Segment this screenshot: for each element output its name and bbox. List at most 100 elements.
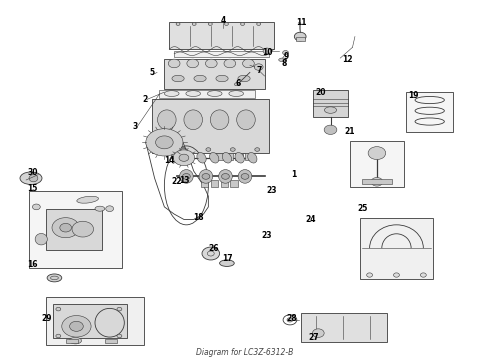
Bar xyxy=(296,37,305,41)
Circle shape xyxy=(56,334,61,338)
Ellipse shape xyxy=(210,153,219,163)
Bar xyxy=(152,99,270,153)
Text: 21: 21 xyxy=(345,127,355,136)
Ellipse shape xyxy=(207,91,222,96)
Ellipse shape xyxy=(220,260,234,266)
Bar xyxy=(362,179,392,184)
Circle shape xyxy=(254,64,263,70)
Circle shape xyxy=(117,307,122,311)
Text: 16: 16 xyxy=(27,260,38,269)
Ellipse shape xyxy=(179,170,193,183)
Circle shape xyxy=(181,148,186,151)
Ellipse shape xyxy=(184,153,194,163)
Text: 10: 10 xyxy=(262,48,272,57)
Bar xyxy=(350,140,404,187)
Text: 6: 6 xyxy=(235,79,240,88)
Circle shape xyxy=(224,59,236,68)
Ellipse shape xyxy=(77,196,98,203)
Circle shape xyxy=(221,174,229,179)
Text: 8: 8 xyxy=(281,59,287,68)
Circle shape xyxy=(263,48,271,54)
Text: 12: 12 xyxy=(343,55,353,64)
Circle shape xyxy=(157,148,162,151)
Circle shape xyxy=(52,218,79,238)
Circle shape xyxy=(313,329,324,337)
Text: 13: 13 xyxy=(179,176,189,185)
Ellipse shape xyxy=(197,153,206,163)
Circle shape xyxy=(202,174,210,179)
Circle shape xyxy=(205,59,217,68)
Circle shape xyxy=(202,247,220,260)
Bar xyxy=(29,191,122,268)
Bar xyxy=(211,180,218,187)
Text: 4: 4 xyxy=(220,16,225,25)
Bar xyxy=(53,304,127,338)
Bar xyxy=(66,339,78,343)
Bar xyxy=(201,180,208,187)
Text: 17: 17 xyxy=(222,255,233,264)
Ellipse shape xyxy=(95,206,105,211)
Circle shape xyxy=(117,334,122,338)
Bar xyxy=(105,339,117,343)
Text: 14: 14 xyxy=(164,156,174,165)
Circle shape xyxy=(208,23,212,26)
Circle shape xyxy=(230,148,235,151)
Circle shape xyxy=(241,23,245,26)
Circle shape xyxy=(241,174,249,179)
Bar xyxy=(314,90,347,117)
Ellipse shape xyxy=(247,153,257,163)
Circle shape xyxy=(294,32,306,41)
Text: 23: 23 xyxy=(267,186,277,195)
Ellipse shape xyxy=(164,91,179,96)
Circle shape xyxy=(56,307,61,311)
Ellipse shape xyxy=(20,172,42,184)
Ellipse shape xyxy=(194,75,206,82)
Ellipse shape xyxy=(229,91,244,96)
Text: 1: 1 xyxy=(291,170,296,179)
Circle shape xyxy=(420,273,426,277)
Ellipse shape xyxy=(279,58,287,62)
Bar xyxy=(406,92,453,132)
Ellipse shape xyxy=(238,170,252,183)
Circle shape xyxy=(257,23,261,26)
Ellipse shape xyxy=(158,110,176,130)
Ellipse shape xyxy=(186,91,200,96)
Bar xyxy=(174,50,270,57)
Text: 15: 15 xyxy=(27,184,38,193)
Circle shape xyxy=(206,148,211,151)
Circle shape xyxy=(62,316,91,337)
Circle shape xyxy=(367,273,372,277)
Text: 23: 23 xyxy=(262,231,272,240)
Ellipse shape xyxy=(184,110,202,130)
Text: 5: 5 xyxy=(149,68,155,77)
Ellipse shape xyxy=(35,233,48,245)
Bar xyxy=(301,313,387,342)
Circle shape xyxy=(32,204,40,210)
Ellipse shape xyxy=(29,175,38,182)
Circle shape xyxy=(72,221,94,237)
Ellipse shape xyxy=(199,170,213,183)
Circle shape xyxy=(283,50,289,55)
Bar xyxy=(46,297,144,345)
Text: 3: 3 xyxy=(132,122,138,131)
Text: 26: 26 xyxy=(208,244,219,253)
Circle shape xyxy=(60,224,72,232)
Circle shape xyxy=(179,154,189,161)
Circle shape xyxy=(192,23,196,26)
Bar xyxy=(225,153,233,160)
Ellipse shape xyxy=(47,274,62,282)
Text: Diagram for LC3Z-6312-B: Diagram for LC3Z-6312-B xyxy=(196,348,294,357)
Circle shape xyxy=(182,174,190,179)
Text: 19: 19 xyxy=(408,91,419,100)
Circle shape xyxy=(243,59,254,68)
Bar xyxy=(245,153,252,160)
Text: 9: 9 xyxy=(284,52,289,61)
Bar xyxy=(220,180,228,187)
Ellipse shape xyxy=(235,153,245,163)
Ellipse shape xyxy=(70,337,81,344)
Text: 22: 22 xyxy=(172,177,182,186)
Ellipse shape xyxy=(172,75,184,82)
Circle shape xyxy=(176,23,180,26)
Circle shape xyxy=(324,125,337,134)
Text: 7: 7 xyxy=(257,66,262,75)
